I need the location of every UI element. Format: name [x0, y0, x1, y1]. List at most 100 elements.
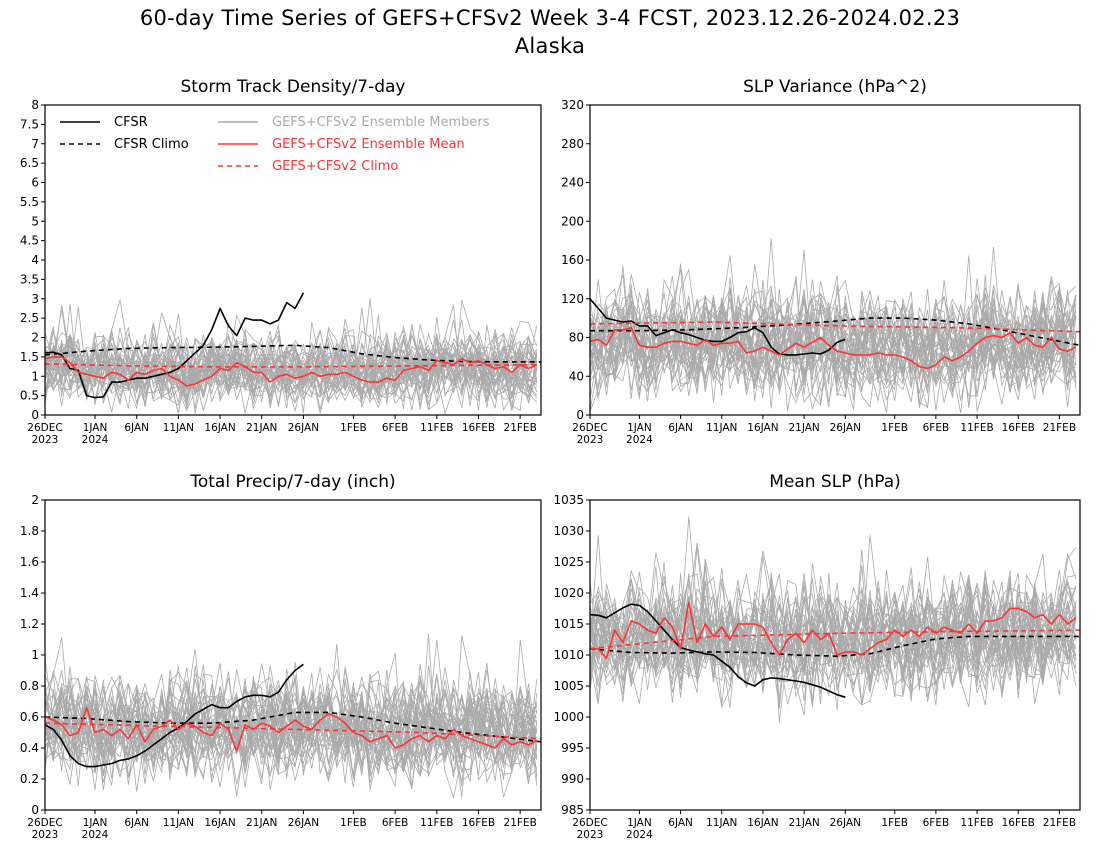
x-tick-year-label: 2023 — [32, 434, 59, 446]
x-tick-label: 26DEC — [572, 817, 607, 829]
y-tick-label: 3 — [31, 292, 39, 306]
series-cfsr-climo — [590, 635, 1080, 658]
x-tick-label: 1JAN — [83, 817, 108, 829]
y-tick-label: 0 — [576, 408, 584, 422]
y-tick-label: 1020 — [553, 586, 584, 600]
x-tick-year-label: 2023 — [32, 829, 59, 841]
series-cfsr — [590, 298, 846, 356]
series-gefs-cfsv2-ensemble-mean — [45, 706, 538, 752]
x-tick-label: 16FEB — [1002, 817, 1035, 829]
x-tick-label: 6FEB — [382, 422, 409, 434]
x-tick-year-label: 2024 — [82, 829, 109, 841]
legend-label: GEFS+CFSv2 Ensemble Members — [272, 115, 490, 130]
y-tick-label: 1.8 — [20, 524, 39, 538]
legend-label: CFSR Climo — [114, 137, 189, 152]
x-tick-label: 6JAN — [124, 817, 149, 829]
y-tick-label: 3.5 — [20, 272, 39, 286]
x-tick-label: 16FEB — [1002, 422, 1035, 434]
y-tick-label: 1.2 — [20, 617, 39, 631]
series-gefs-cfsv2-ensemble-mean — [590, 326, 1077, 370]
x-tick-label: 6JAN — [124, 422, 149, 434]
y-tick-label: 6 — [31, 176, 39, 190]
chart-panel-2: SLP Variance (hPa^2) 0 40 80 120 160 200 240 280… — [561, 77, 1081, 446]
x-tick-label: 11FEB — [420, 422, 453, 434]
ensemble-member-line — [45, 675, 538, 777]
series-cfsr — [45, 663, 304, 768]
series-cfsr-climo — [45, 711, 541, 743]
series-gefs-cfsv2-climo — [590, 321, 1080, 333]
ensemble-member-line — [45, 328, 538, 405]
y-tick-label: 1025 — [553, 555, 584, 569]
y-tick-label: 80 — [569, 331, 584, 345]
ensemble-member-line — [45, 663, 538, 782]
x-tick-label: 16FEB — [462, 422, 495, 434]
y-tick-label: 7 — [31, 137, 39, 151]
ensemble-member-line — [45, 298, 538, 400]
main-title-line1: 60-day Time Series of GEFS+CFSv2 Week 3-… — [139, 6, 961, 30]
x-tick-label: 16FEB — [462, 817, 495, 829]
main-title-line2: Alaska — [514, 34, 586, 58]
y-tick-label: 1 — [31, 369, 39, 383]
x-tick-label: 6JAN — [668, 422, 693, 434]
x-tick-label: 16JAN — [747, 422, 778, 434]
x-tick-label: 26JAN — [830, 817, 861, 829]
chart-panel-4: Mean SLP (hPa) 985 990 995 1000 1005 1010 1015 1… — [553, 472, 1081, 841]
y-tick-label: 120 — [561, 292, 584, 306]
y-tick-label: 8 — [31, 98, 39, 112]
y-tick-label: 0.2 — [20, 772, 39, 786]
x-tick-label: 6FEB — [382, 817, 409, 829]
x-tick-label: 21FEB — [1043, 817, 1076, 829]
ensemble-members — [45, 633, 538, 800]
x-tick-label: 26JAN — [288, 422, 319, 434]
x-tick-year-label: 2023 — [577, 434, 604, 446]
series-cfsr — [590, 603, 846, 698]
y-tick-label: 0 — [31, 408, 39, 422]
x-tick-label: 1JAN — [83, 422, 108, 434]
main-title: 60-day Time Series of GEFS+CFSv2 Week 3-… — [0, 4, 1100, 60]
y-tick-label: 320 — [561, 98, 584, 112]
x-tick-label: 21FEB — [1043, 422, 1076, 434]
x-tick-label: 1JAN — [627, 817, 652, 829]
y-tick-label: 1000 — [553, 710, 584, 724]
x-tick-year-label: 2024 — [82, 434, 109, 446]
legend-label: GEFS+CFSv2 Ensemble Mean — [272, 137, 465, 152]
y-tick-label: 1035 — [553, 493, 584, 507]
x-tick-label: 16JAN — [747, 817, 778, 829]
chart-panel-3: Total Precip/7-day (inch)00.20.40.60.811… — [20, 472, 542, 841]
chart-legend: CFSR CFSR Climo GEFS+CFSv2 Ensemble Member… — [60, 115, 490, 174]
series-cfsr-climo — [590, 317, 1080, 347]
y-tick-label: 1.5 — [20, 350, 39, 364]
y-tick-label: 7.5 — [20, 117, 39, 131]
ensemble-member-line — [590, 535, 1077, 723]
series-gefs-cfsv2-ensemble-mean — [45, 356, 538, 387]
x-tick-label: 1FEB — [340, 422, 367, 434]
y-tick-label: 1015 — [553, 617, 584, 631]
ensemble-member-line — [590, 306, 1077, 412]
y-tick-label: 2.5 — [20, 311, 39, 325]
ensemble-member-line — [45, 669, 538, 784]
ensemble-member-line — [590, 562, 1077, 689]
y-tick-label: 1 — [31, 648, 39, 662]
x-tick-label: 26JAN — [830, 422, 861, 434]
series-cfsr-climo — [45, 344, 541, 363]
ensemble-member-line — [45, 325, 537, 412]
y-tick-label: 1005 — [553, 679, 584, 693]
ensemble-members — [45, 298, 538, 415]
x-tick-label: 11JAN — [706, 817, 737, 829]
ensemble-member-line — [590, 268, 1077, 397]
y-tick-label: 1.6 — [20, 555, 39, 569]
ensemble-member-line — [590, 279, 1077, 398]
x-tick-year-label: 2024 — [626, 829, 653, 841]
x-tick-label: 6JAN — [668, 817, 693, 829]
y-tick-label: 0.6 — [20, 710, 39, 724]
x-tick-label: 16JAN — [204, 817, 235, 829]
ensemble-members — [590, 238, 1077, 413]
x-tick-label: 26JAN — [288, 817, 319, 829]
ensemble-member-line — [590, 549, 1077, 705]
y-tick-label: 995 — [561, 741, 584, 755]
y-tick-label: 240 — [561, 176, 584, 190]
series-cfsr — [45, 292, 305, 399]
ensemble-member-line — [590, 288, 1077, 389]
x-tick-label: 1FEB — [881, 422, 908, 434]
x-tick-year-label: 2024 — [626, 434, 653, 446]
